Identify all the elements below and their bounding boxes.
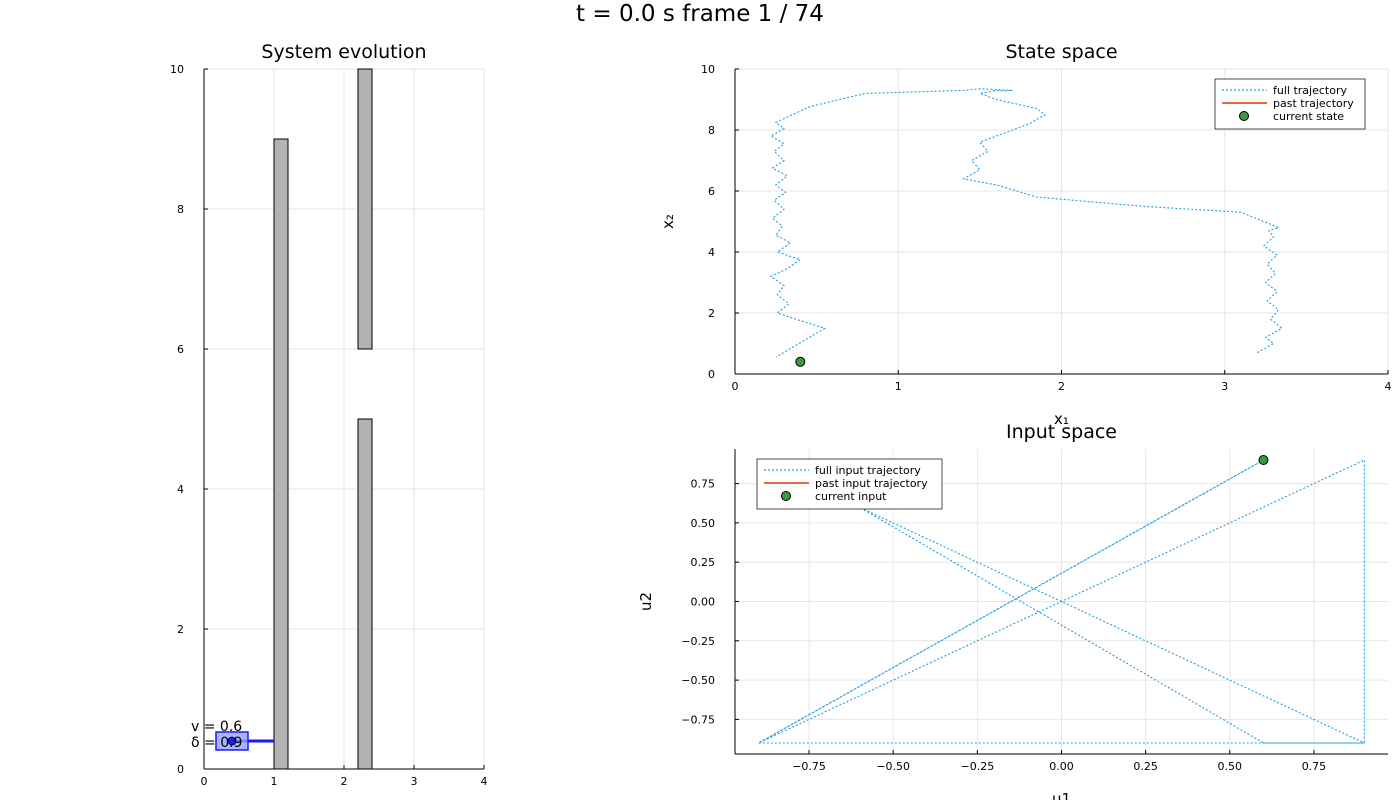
panel-title: Input space	[1006, 421, 1117, 443]
vehicle-position-marker	[227, 736, 237, 746]
x-tick-label: 4	[1385, 380, 1392, 393]
panel-title: State space	[1005, 41, 1117, 63]
y-tick-label: −0.25	[681, 635, 715, 648]
x-axis-label: x₁	[1054, 410, 1069, 428]
y-tick-label: 0	[708, 368, 715, 381]
system-evolution-panel: 0 1 2 3 4 0 2 4 6 8 10 System evolution v = 0.6δ = 0…	[170, 41, 488, 788]
obstacle-wall	[357, 418, 373, 770]
legend-label: past trajectory	[1273, 97, 1354, 110]
y-axis-label: u2	[637, 592, 655, 611]
y-axis-label: x₂	[659, 214, 677, 229]
y-tick-label: 4	[708, 246, 715, 259]
panel-title: System evolution	[261, 41, 426, 63]
x-tick-label: 0	[201, 775, 208, 788]
x-tick-label: −0.25	[960, 760, 994, 773]
y-tick-label: 2	[708, 307, 715, 320]
x-tick-label: 3	[411, 775, 418, 788]
x-tick-label: 0	[732, 380, 739, 393]
x-tick-label: 1	[271, 775, 278, 788]
y-tick-label: 10	[170, 63, 184, 76]
x-tick-label: 0.50	[1218, 760, 1243, 773]
y-tick-label: 6	[177, 343, 184, 356]
legend-label: current input	[815, 490, 887, 503]
y-tick-label: 0.25	[691, 556, 716, 569]
velocity-annotation: v = 0.6	[191, 719, 242, 735]
x-tick-label: −0.75	[792, 760, 826, 773]
steering-annotation: δ = 0.9	[191, 735, 242, 751]
x-tick-label: 1	[895, 380, 902, 393]
y-tick-label: 8	[177, 203, 184, 216]
legend-label: full input trajectory	[815, 464, 921, 477]
y-tick-label: 2	[177, 623, 184, 636]
current-input-marker	[1258, 455, 1269, 466]
x-tick-label: 3	[1221, 380, 1228, 393]
x-tick-label: 0.75	[1302, 760, 1327, 773]
x-tick-label: −0.50	[876, 760, 910, 773]
y-tick-label: −0.75	[681, 713, 715, 726]
x-tick-label: 4	[481, 775, 488, 788]
y-tick-label: 0.00	[691, 596, 716, 609]
y-tick-label: 8	[708, 124, 715, 137]
y-tick-label: 6	[708, 185, 715, 198]
full-trajectory-line	[769, 88, 1283, 358]
x-tick-label: 0.00	[1049, 760, 1074, 773]
x-tick-label: 2	[1058, 380, 1065, 393]
legend-label: past input trajectory	[815, 477, 928, 490]
current-state-marker	[795, 356, 806, 367]
legend-swatch-marker	[1239, 111, 1249, 121]
y-tick-label: 10	[701, 63, 715, 76]
full-input-trajectory-line	[756, 459, 1365, 744]
y-tick-label: 0.50	[691, 517, 716, 530]
legend-swatch-marker	[781, 491, 791, 501]
legend-label: current state	[1273, 110, 1344, 123]
y-tick-label: 0	[177, 763, 184, 776]
input-space-panel: −0.75 −0.50 −0.25 0.00 0.25 0.50 0.75 −0.75 −0.5…	[637, 421, 1388, 800]
x-tick-label: 2	[341, 775, 348, 788]
legend-label: full trajectory	[1273, 84, 1347, 97]
obstacle-wall	[357, 68, 373, 350]
state-space-panel: 0 1 2 3 4 0 2 4 6 8 10 State space x₁ x₂ full trajecto…	[659, 41, 1392, 428]
figure-title: t = 0.0 s frame 1 / 74	[576, 1, 824, 27]
y-tick-label: −0.50	[681, 674, 715, 687]
obstacle-wall	[273, 138, 289, 770]
x-axis-label: u1	[1052, 790, 1071, 800]
y-tick-label: 0.75	[691, 478, 716, 491]
x-tick-label: 0.25	[1133, 760, 1158, 773]
y-tick-label: 4	[177, 483, 184, 496]
